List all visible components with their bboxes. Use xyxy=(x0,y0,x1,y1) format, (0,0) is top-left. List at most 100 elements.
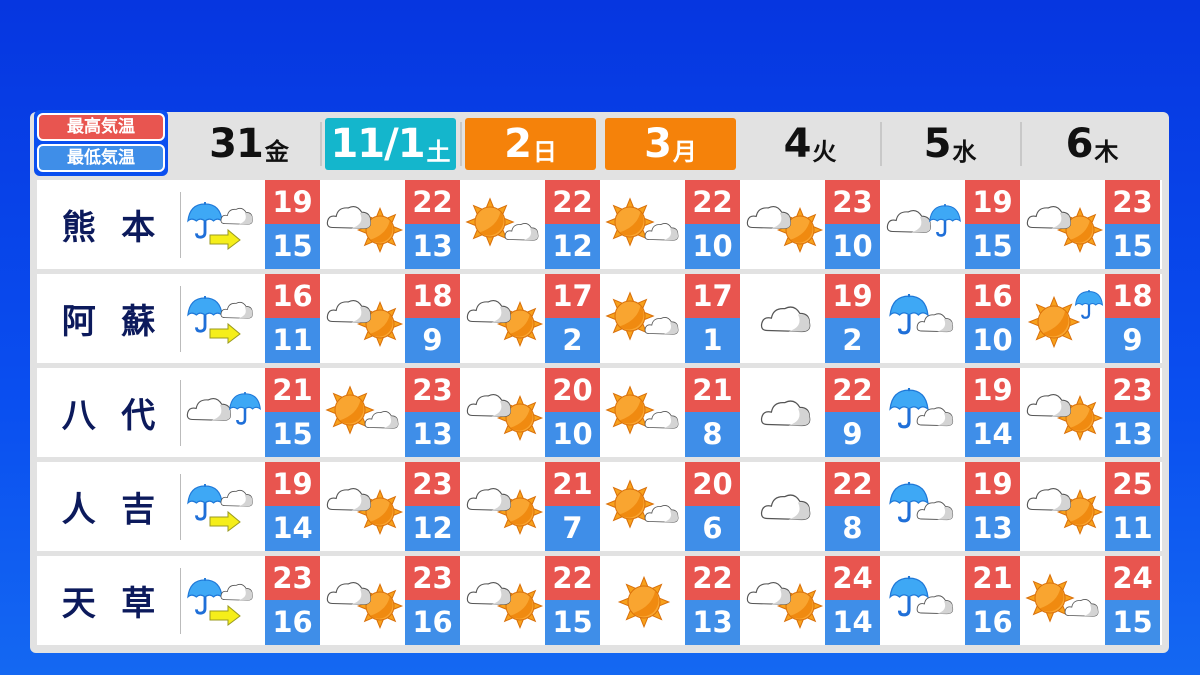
day-weekday: 月 xyxy=(672,137,697,166)
day-date: 2 xyxy=(504,121,532,167)
day-header: 31 金 xyxy=(180,118,318,170)
low-temp: 15 xyxy=(545,600,600,645)
header-divider xyxy=(1020,122,1022,166)
cloudy-sometimes-sunny-icon xyxy=(746,582,824,630)
low-temp: 8 xyxy=(825,506,880,551)
cloud-icon xyxy=(466,300,512,323)
cloudy-sometimes-sunny-icon xyxy=(1026,206,1104,254)
forecast-cell: 21 7 xyxy=(460,462,600,551)
forecast-cell: 17 1 xyxy=(600,274,740,363)
divider xyxy=(180,568,181,634)
high-temp: 19 xyxy=(265,180,320,224)
high-temp: 21 xyxy=(965,556,1020,600)
low-temp: 16 xyxy=(965,600,1020,645)
low-temp: 10 xyxy=(965,318,1020,363)
high-temp: 23 xyxy=(405,368,460,412)
high-temp: 20 xyxy=(685,462,740,506)
high-temp: 24 xyxy=(1105,556,1160,600)
legend-high-temp: 最高気温 xyxy=(37,113,165,141)
day-header: 11/1 土 xyxy=(325,118,456,170)
umbrella-icon xyxy=(187,484,223,521)
cloud-icon xyxy=(326,488,372,511)
forecast-cell: 20 10 xyxy=(460,368,600,457)
low-temp: 16 xyxy=(265,600,320,645)
sunny-sometimes-cloudy-icon xyxy=(605,385,679,435)
high-temp: 17 xyxy=(545,274,600,318)
forecast-cell: 24 15 xyxy=(1020,556,1160,645)
rain-then-cloudy-icon xyxy=(187,578,253,626)
sun-icon xyxy=(605,291,655,341)
cloud-icon xyxy=(220,489,253,507)
high-temp: 19 xyxy=(965,462,1020,506)
forecast-cell: 22 15 xyxy=(460,556,600,645)
day-date: 5 xyxy=(923,121,952,167)
sun-icon xyxy=(1056,206,1104,254)
sun-icon xyxy=(325,385,375,435)
sunny-sometimes-cloudy-icon xyxy=(605,291,679,341)
sun-icon xyxy=(776,206,824,254)
cloudy-sometimes-sunny-icon xyxy=(326,582,404,630)
high-temp: 23 xyxy=(825,180,880,224)
forecast-cell: 19 13 xyxy=(880,462,1020,551)
cloudy-sometimes-sunny-icon xyxy=(466,394,544,442)
arrow-icon xyxy=(209,604,241,626)
day-date: 4 xyxy=(783,121,812,167)
sun-icon xyxy=(1027,295,1081,349)
forecast-cell: 21 8 xyxy=(600,368,740,457)
day-date: 3 xyxy=(644,121,672,167)
location-row: 天草 23 16 23 16 22 15 22 13 24 14 21 16 24 15 xyxy=(37,556,1162,645)
cloud-icon xyxy=(916,501,954,521)
high-temp: 23 xyxy=(1105,180,1160,224)
legend-low-temp: 最低気温 xyxy=(37,144,165,172)
low-temp: 7 xyxy=(545,506,600,551)
low-temp: 13 xyxy=(965,506,1020,551)
cloud-icon xyxy=(1064,599,1099,617)
header-divider xyxy=(880,122,882,166)
cloud-icon xyxy=(760,306,811,333)
forecast-cell: 23 16 xyxy=(180,556,320,645)
cloudy-sometimes-sunny-icon xyxy=(326,206,404,254)
cloud-icon xyxy=(916,313,954,333)
sunny-sometimes-cloudy-icon xyxy=(325,385,399,435)
high-temp: 21 xyxy=(685,368,740,412)
rain-then-cloudy-icon xyxy=(187,296,253,344)
low-temp: 10 xyxy=(545,412,600,457)
low-temp: 6 xyxy=(685,506,740,551)
day-weekday: 水 xyxy=(952,137,977,166)
rain-then-cloudy-icon xyxy=(187,202,253,250)
low-temp: 15 xyxy=(1105,224,1160,269)
day-weekday: 土 xyxy=(426,137,451,166)
low-temp: 9 xyxy=(405,318,460,363)
cloud-icon xyxy=(466,582,512,605)
high-temp: 21 xyxy=(265,368,320,412)
umbrella-icon xyxy=(889,388,929,429)
cloud-icon xyxy=(186,398,232,421)
high-temp: 19 xyxy=(265,462,320,506)
forecast-cell: 19 14 xyxy=(180,462,320,551)
rain-sometimes-cloudy-icon xyxy=(889,482,954,523)
cloud-icon xyxy=(220,207,253,225)
cloud-icon xyxy=(364,411,399,429)
high-temp: 22 xyxy=(825,462,880,506)
high-temp: 22 xyxy=(405,180,460,224)
cloud-icon xyxy=(760,494,811,521)
forecast-cell: 19 15 xyxy=(880,180,1020,269)
high-temp: 23 xyxy=(1105,368,1160,412)
divider xyxy=(180,192,181,258)
high-temp: 21 xyxy=(545,462,600,506)
forecast-cell: 23 13 xyxy=(320,368,460,457)
location-row: 熊本 19 15 22 13 22 12 22 10 23 10 19 15 23 15 xyxy=(37,180,1162,269)
low-temp: 15 xyxy=(965,224,1020,269)
forecast-cell: 22 12 xyxy=(460,180,600,269)
low-temp: 15 xyxy=(1105,600,1160,645)
location-name-char: 本 xyxy=(121,208,156,248)
cloud-icon xyxy=(326,582,372,605)
cloud-icon xyxy=(746,582,792,605)
cloud-icon xyxy=(466,488,512,511)
cloud-icon xyxy=(220,583,253,601)
high-temp: 22 xyxy=(545,180,600,224)
sun-icon xyxy=(605,385,655,435)
low-temp: 10 xyxy=(825,224,880,269)
